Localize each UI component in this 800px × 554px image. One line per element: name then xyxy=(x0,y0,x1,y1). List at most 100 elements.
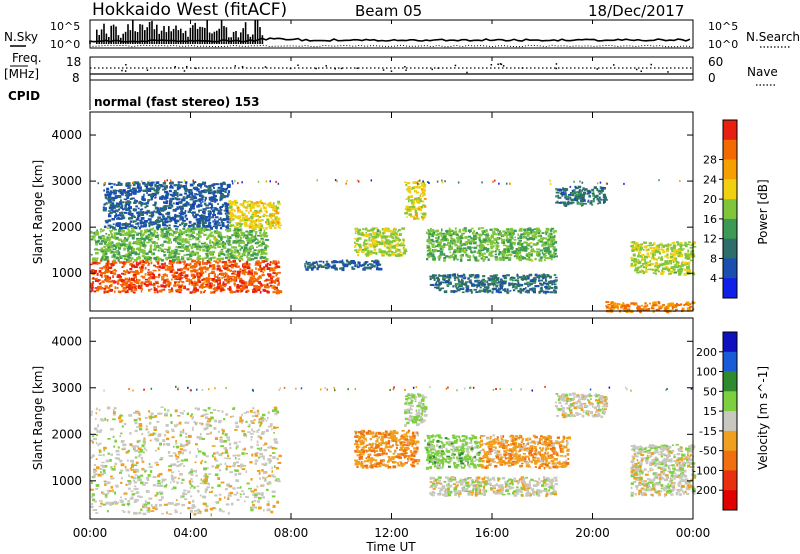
power-cell xyxy=(133,251,138,254)
power-cell xyxy=(407,196,410,199)
power-cell xyxy=(168,202,172,206)
power-cell xyxy=(548,275,552,279)
power-cell xyxy=(216,257,220,261)
power-cell xyxy=(461,232,464,235)
power-cell xyxy=(484,233,487,236)
power-cell xyxy=(99,273,103,277)
power-cell xyxy=(208,212,212,216)
power-cell xyxy=(118,190,122,193)
power-cell xyxy=(542,273,545,276)
power-cell xyxy=(256,204,261,208)
power-cell xyxy=(131,197,135,200)
power-cell xyxy=(335,260,339,264)
power-cell xyxy=(192,243,197,246)
power-cell xyxy=(267,278,271,282)
power-cell xyxy=(386,228,391,231)
power-cell xyxy=(174,227,179,231)
power-cell xyxy=(545,290,549,294)
power-cell xyxy=(389,230,394,233)
power-cell xyxy=(227,241,229,244)
power-cell xyxy=(117,195,121,198)
power-cell xyxy=(193,236,196,239)
power-cell xyxy=(325,260,329,263)
power-cell xyxy=(542,290,547,294)
power-cell xyxy=(458,281,462,283)
power-cell xyxy=(667,243,670,245)
power-cell xyxy=(125,184,129,187)
power-cell xyxy=(553,240,556,242)
power-cell xyxy=(462,228,465,232)
power-cell xyxy=(459,235,462,238)
power-cell xyxy=(121,255,123,258)
power-cell xyxy=(128,208,131,211)
power-cell xyxy=(470,273,474,276)
power-cell xyxy=(192,200,197,203)
power-cell xyxy=(518,258,522,261)
power-cell xyxy=(272,207,276,210)
power-cell xyxy=(534,285,537,288)
power-cell xyxy=(508,232,512,236)
power-cell xyxy=(662,245,665,248)
power-cell xyxy=(137,207,140,210)
power-cell xyxy=(175,208,178,211)
power-cell xyxy=(143,223,147,227)
power-cell xyxy=(683,248,685,250)
power-cell xyxy=(483,247,487,250)
power-cell xyxy=(240,290,242,293)
power-cell xyxy=(525,258,530,261)
power-cell xyxy=(109,204,113,207)
power-cell xyxy=(479,242,483,245)
power-cell xyxy=(104,248,107,251)
power-cell xyxy=(151,192,156,196)
power-cell xyxy=(226,248,231,252)
noise-bar xyxy=(196,28,199,44)
power-cell xyxy=(153,232,156,235)
power-cell xyxy=(461,234,464,237)
power-cell xyxy=(153,189,157,192)
power-cell xyxy=(501,281,506,284)
power-cell xyxy=(540,235,543,238)
power-cell xyxy=(151,252,155,256)
power-cell xyxy=(147,269,150,271)
power-cell xyxy=(381,239,384,242)
power-cell xyxy=(398,228,401,232)
power-cell xyxy=(538,279,540,282)
power-cell xyxy=(473,246,478,249)
power-cell xyxy=(210,207,213,210)
power-cell xyxy=(484,238,488,242)
power-cell xyxy=(516,274,519,277)
power-cell xyxy=(487,277,490,280)
power-cell xyxy=(233,284,236,287)
power-cell xyxy=(273,260,277,263)
power-cell xyxy=(96,272,99,276)
power-cell xyxy=(183,225,186,228)
power-cell xyxy=(186,247,189,251)
power-cell xyxy=(231,263,236,267)
power-cell xyxy=(183,254,187,257)
power-cell xyxy=(198,245,203,249)
power-cell xyxy=(119,206,122,209)
power-cell xyxy=(190,246,193,249)
power-cell xyxy=(376,265,379,269)
power-cell xyxy=(198,285,202,289)
power-cell xyxy=(493,276,497,279)
power-cell xyxy=(384,227,388,231)
power-cell xyxy=(115,262,118,264)
power-cell xyxy=(152,269,157,272)
power-cell xyxy=(524,282,528,285)
power-cell xyxy=(252,275,255,278)
power-cell xyxy=(189,183,194,187)
power-cell xyxy=(109,236,112,239)
power-cell xyxy=(125,231,128,234)
power-cell xyxy=(102,230,104,232)
power-cell xyxy=(195,245,199,248)
power-cell xyxy=(265,239,270,241)
power-cell xyxy=(174,221,178,225)
power-cell xyxy=(214,230,216,233)
noise-bar xyxy=(115,26,117,44)
power-cell xyxy=(132,220,135,223)
noise-bar xyxy=(127,24,129,44)
power-cell xyxy=(181,281,185,284)
power-cell xyxy=(402,246,405,249)
power-cell xyxy=(168,262,171,265)
